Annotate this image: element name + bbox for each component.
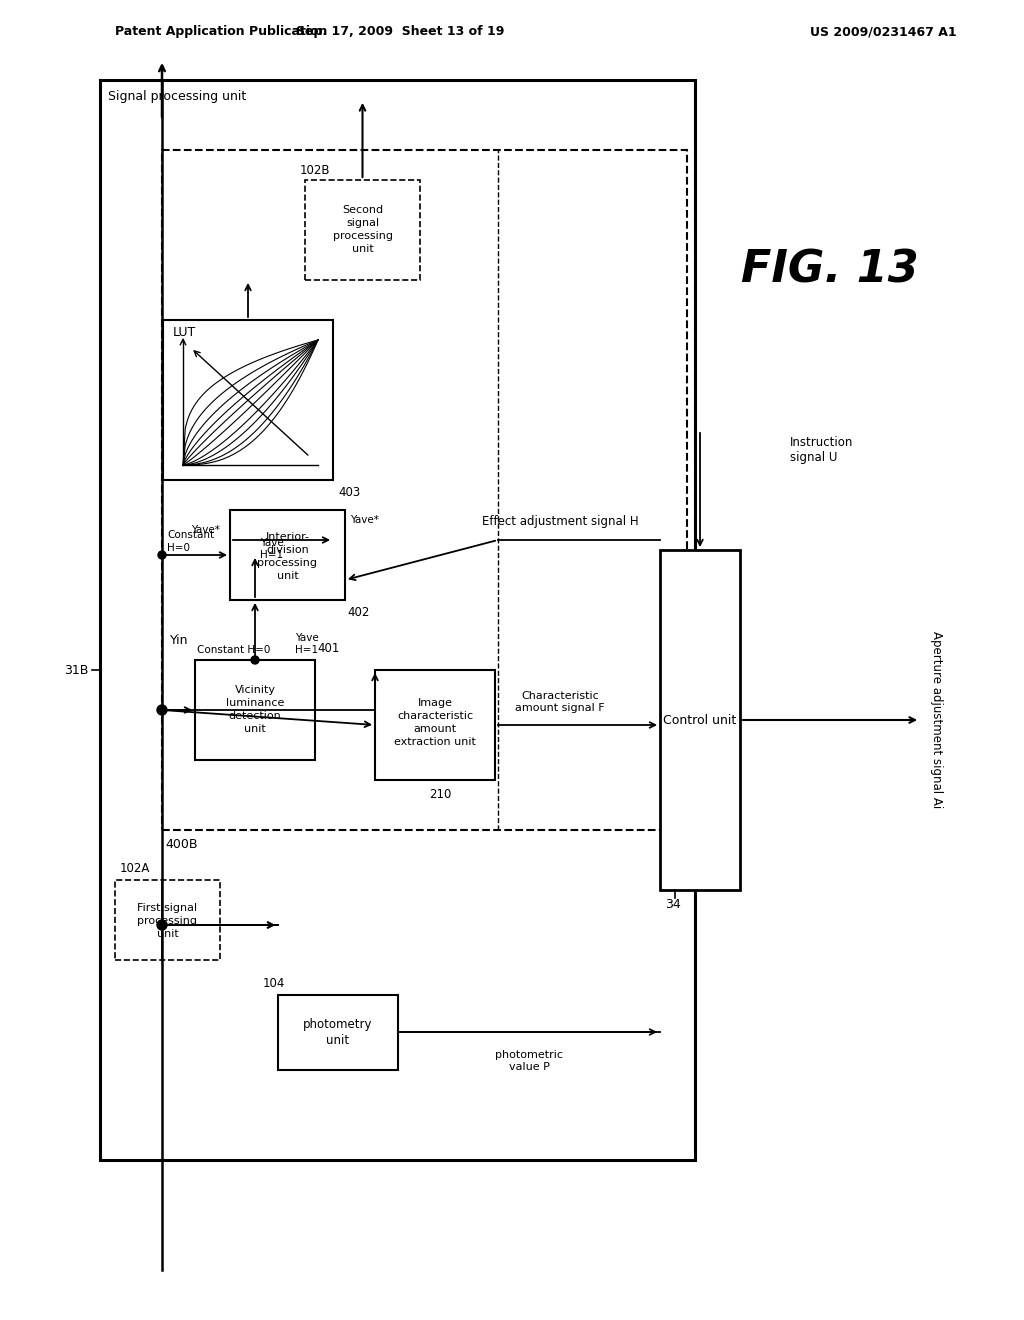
Bar bbox=[660, 550, 740, 890]
Bar bbox=[163, 319, 333, 480]
Text: amount: amount bbox=[414, 723, 457, 734]
Text: Characteristic
amount signal F: Characteristic amount signal F bbox=[515, 692, 605, 713]
Text: 102A: 102A bbox=[120, 862, 151, 875]
Circle shape bbox=[157, 705, 167, 715]
Text: unit: unit bbox=[157, 929, 178, 939]
Bar bbox=[305, 180, 420, 280]
Bar bbox=[375, 671, 495, 780]
Text: Aperture adjustment signal Ai: Aperture adjustment signal Ai bbox=[930, 631, 943, 809]
Text: Constant H=0: Constant H=0 bbox=[197, 645, 270, 655]
Text: Patent Application Publication: Patent Application Publication bbox=[115, 25, 328, 38]
Text: 104: 104 bbox=[263, 977, 286, 990]
Text: Signal processing unit: Signal processing unit bbox=[108, 90, 246, 103]
Text: unit: unit bbox=[244, 723, 266, 734]
Bar bbox=[115, 880, 220, 960]
Bar bbox=[162, 150, 687, 830]
Text: FIG. 13: FIG. 13 bbox=[741, 248, 919, 292]
Text: 31B: 31B bbox=[63, 664, 88, 676]
Text: division: division bbox=[266, 545, 309, 554]
Text: H=1: H=1 bbox=[260, 550, 283, 560]
Text: unit: unit bbox=[351, 244, 374, 253]
Text: Yave*: Yave* bbox=[350, 515, 379, 525]
Text: Constant: Constant bbox=[167, 531, 214, 540]
Bar bbox=[230, 510, 345, 601]
Bar bbox=[278, 995, 398, 1071]
Bar bbox=[195, 660, 315, 760]
Text: Image: Image bbox=[418, 698, 453, 708]
Bar bbox=[100, 81, 695, 1160]
Text: unit: unit bbox=[276, 572, 298, 581]
Text: Effect adjustment signal H: Effect adjustment signal H bbox=[481, 515, 638, 528]
Text: Yave
H=1: Yave H=1 bbox=[295, 634, 318, 655]
Text: 210: 210 bbox=[429, 788, 452, 800]
Text: Instruction
signal U: Instruction signal U bbox=[790, 436, 853, 465]
Text: 401: 401 bbox=[317, 642, 339, 655]
Text: Yin: Yin bbox=[170, 634, 188, 647]
Text: Yave: Yave bbox=[260, 539, 284, 548]
Text: photometric
value P: photometric value P bbox=[495, 1049, 563, 1072]
Circle shape bbox=[157, 920, 167, 931]
Text: Sep. 17, 2009  Sheet 13 of 19: Sep. 17, 2009 Sheet 13 of 19 bbox=[296, 25, 504, 38]
Text: Second: Second bbox=[342, 205, 383, 215]
Text: US 2009/0231467 A1: US 2009/0231467 A1 bbox=[810, 25, 956, 38]
Text: processing: processing bbox=[333, 231, 392, 242]
Text: extraction unit: extraction unit bbox=[394, 737, 476, 747]
Text: unit: unit bbox=[327, 1034, 349, 1047]
Text: Vicinity: Vicinity bbox=[234, 685, 275, 696]
Text: 400B: 400B bbox=[165, 837, 198, 850]
Text: Interior-: Interior- bbox=[265, 532, 309, 543]
Text: 102B: 102B bbox=[300, 164, 331, 177]
Text: 34: 34 bbox=[665, 899, 681, 912]
Text: photometry: photometry bbox=[303, 1018, 373, 1031]
Text: H=0: H=0 bbox=[167, 543, 190, 553]
Text: signal: signal bbox=[346, 218, 379, 228]
Text: detection: detection bbox=[228, 711, 282, 721]
Circle shape bbox=[158, 550, 166, 558]
Text: luminance: luminance bbox=[226, 698, 285, 708]
Circle shape bbox=[251, 656, 259, 664]
Text: characteristic: characteristic bbox=[397, 711, 473, 721]
Text: 402: 402 bbox=[347, 606, 370, 619]
Text: Yave*: Yave* bbox=[191, 525, 220, 535]
Text: 403: 403 bbox=[338, 486, 360, 499]
Text: First signal: First signal bbox=[137, 903, 198, 913]
Text: processing: processing bbox=[257, 558, 317, 568]
Text: processing: processing bbox=[137, 916, 198, 927]
Text: LUT: LUT bbox=[173, 326, 197, 338]
Text: Control unit: Control unit bbox=[664, 714, 736, 726]
